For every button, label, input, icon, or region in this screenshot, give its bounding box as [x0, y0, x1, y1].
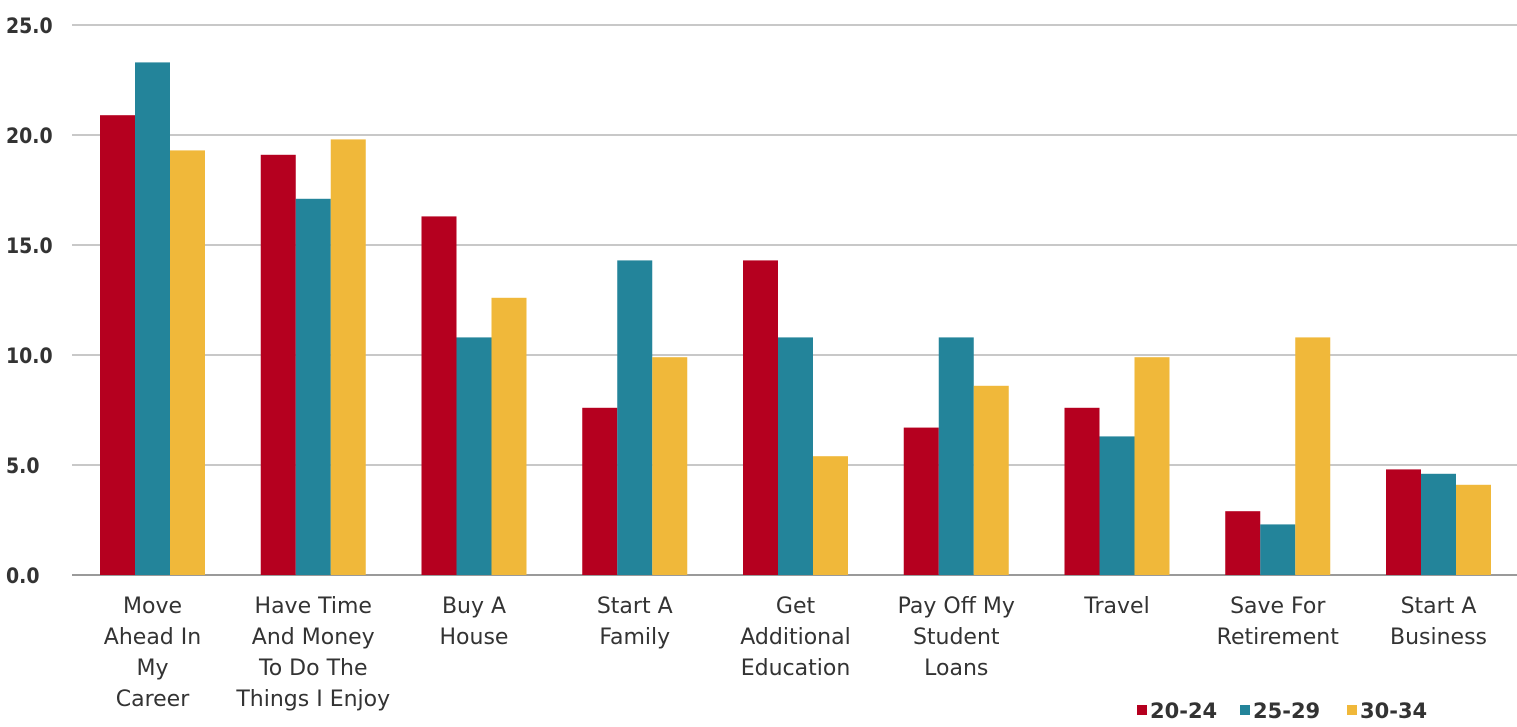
bar-30-34-1	[330, 139, 366, 575]
x-tick-label: Pay Off My Student Loans	[898, 594, 1015, 681]
x-tick-label: Start A Business	[1390, 594, 1487, 650]
x-tick-label: Get Additional Education	[740, 594, 850, 681]
x-tick-label: Have Time And Money To Do The Things I Enjo…	[235, 594, 390, 712]
bar-20-24-7	[1225, 511, 1261, 575]
bar-25-29-0	[135, 62, 170, 575]
bar-25-29-8	[1421, 473, 1456, 575]
bar-25-29-7	[1260, 524, 1296, 575]
bar-25-29-6	[1099, 436, 1135, 575]
bar-30-34-5	[973, 385, 1009, 575]
bar-30-34-0	[170, 150, 205, 575]
bar-30-34-8	[1456, 484, 1491, 575]
y-tick-label: 15.0	[6, 234, 53, 258]
legend: 20-24 25-29 30-34	[1137, 699, 1427, 723]
y-tick-label: 0.0	[6, 564, 39, 588]
bar-30-34-6	[1134, 357, 1170, 575]
bar-20-24-6	[1064, 407, 1100, 575]
bar-25-29-3	[617, 260, 653, 575]
legend-label-30-34: 30-34	[1360, 699, 1427, 722]
bar-20-24-0	[100, 115, 135, 575]
legend-swatch-30-34	[1347, 705, 1357, 715]
y-tick-label: 25.0	[6, 14, 53, 38]
bar-25-29-1	[295, 198, 331, 576]
bar-25-29-5	[938, 337, 974, 575]
bars	[100, 62, 1491, 576]
x-tick-label: Save For Retirement	[1217, 594, 1340, 650]
bar-20-24-1	[260, 154, 296, 576]
legend-label-20-24: 20-24	[1150, 699, 1217, 722]
x-tick-label: Buy A House	[440, 594, 509, 650]
bar-20-24-4	[743, 260, 778, 575]
y-tick-label: 20.0	[6, 124, 53, 148]
x-tick-label: Move Ahead In My Career	[104, 594, 201, 712]
x-tick-label: Travel	[1083, 594, 1149, 619]
bar-30-34-4	[813, 456, 848, 575]
legend-swatch-20-24	[1137, 705, 1147, 715]
bar-25-29-4	[778, 337, 813, 575]
bar-20-24-2	[421, 216, 457, 575]
y-tick-label: 10.0	[6, 344, 53, 368]
bar-30-34-3	[652, 357, 688, 575]
bar-30-34-7	[1295, 337, 1331, 575]
y-axis-ticks: 0.0 5.0 10.0 15.0 20.0 25.0	[6, 14, 53, 588]
x-axis-ticks: Move Ahead In My Career Have Time And Money To…	[104, 594, 1487, 712]
legend-label-25-29: 25-29	[1253, 699, 1320, 722]
bar-20-24-8	[1386, 469, 1421, 575]
legend-swatch-25-29	[1240, 705, 1250, 715]
bar-20-24-3	[582, 407, 618, 575]
y-tick-label: 5.0	[6, 454, 39, 478]
bar-20-24-5	[903, 427, 939, 575]
bar-30-34-2	[491, 297, 527, 575]
x-tick-label: Start A Family	[597, 594, 673, 650]
bar-25-29-2	[456, 337, 492, 575]
